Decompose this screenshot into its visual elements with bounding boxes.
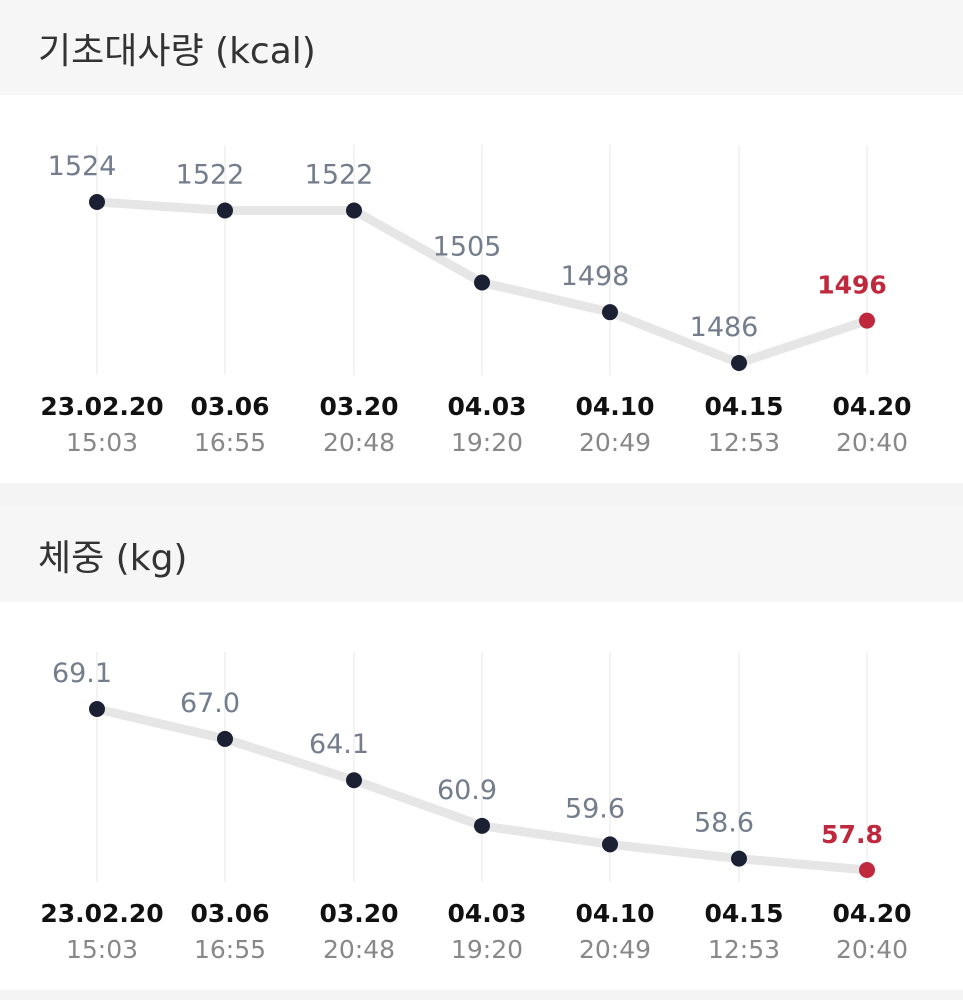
data-point — [346, 772, 362, 789]
value-label: 1524 — [48, 151, 117, 182]
data-point — [731, 850, 747, 867]
weight-section-title: 체중 (kg) — [0, 507, 963, 602]
data-point — [602, 836, 618, 853]
data-point — [217, 730, 233, 747]
data-point — [474, 274, 490, 291]
value-label: 59.6 — [565, 793, 625, 824]
x-time-label: 19:20 — [451, 935, 523, 964]
x-time-label: 15:03 — [66, 935, 138, 964]
weight-chart: 69.1 23.02.20 15:03 67.0 03.06 16:55 64.1 03.20… — [40, 652, 912, 964]
x-time-label: 20:49 — [579, 935, 651, 964]
x-date-label: 04.15 — [704, 392, 783, 421]
x-date-label: 04.15 — [704, 899, 783, 928]
x-time-label: 16:55 — [194, 935, 266, 964]
highlight-data-point — [859, 312, 875, 329]
x-time-label: 19:20 — [451, 428, 523, 457]
x-time-label: 16:55 — [194, 428, 266, 457]
x-time-label: 20:40 — [836, 428, 908, 457]
x-time-label: 20:48 — [323, 935, 395, 964]
value-label: 67.0 — [180, 688, 240, 719]
bmr-section: 기초대사량 (kcal) 1524 23.02.20 15:03 1522 03.06 1… — [0, 0, 963, 483]
data-point — [89, 194, 105, 210]
x-date-label: 03.06 — [190, 392, 269, 421]
x-time-label: 20:40 — [836, 935, 908, 964]
x-date-label: 04.10 — [575, 899, 654, 928]
x-date-label: 03.20 — [319, 899, 398, 928]
bottom-divider — [0, 990, 963, 998]
value-label: 1522 — [176, 159, 245, 190]
x-date-label: 23.02.20 — [40, 899, 163, 928]
bmr-chart: 1524 23.02.20 15:03 1522 03.06 16:55 1522 03.20… — [40, 145, 912, 457]
x-date-label: 03.20 — [319, 392, 398, 421]
value-label: 64.1 — [309, 729, 369, 760]
x-date-label: 03.06 — [190, 899, 269, 928]
data-point — [217, 202, 233, 219]
value-label: 69.1 — [52, 658, 112, 689]
highlight-value-label: 1496 — [817, 271, 887, 300]
data-point — [602, 304, 618, 321]
x-time-label: 12:53 — [708, 428, 780, 457]
highlight-value-label: 57.8 — [821, 820, 883, 849]
data-point — [731, 355, 747, 371]
data-point — [89, 701, 105, 717]
x-time-label: 15:03 — [66, 428, 138, 457]
value-label: 1498 — [561, 261, 630, 292]
x-date-label: 04.20 — [832, 899, 911, 928]
weight-section: 체중 (kg) 69.1 23.02.20 15:03 67.0 03.06 16:55 6… — [0, 507, 963, 990]
value-label: 1505 — [433, 232, 502, 263]
x-time-label: 12:53 — [708, 935, 780, 964]
weight-chart-card: 69.1 23.02.20 15:03 67.0 03.06 16:55 64.1 03.20… — [0, 602, 963, 990]
x-time-label: 20:48 — [323, 428, 395, 457]
x-date-label: 04.20 — [832, 392, 911, 421]
section-divider — [0, 483, 963, 507]
x-date-label: 23.02.20 — [40, 392, 163, 421]
x-date-label: 04.03 — [447, 392, 526, 421]
x-time-label: 20:49 — [579, 428, 651, 457]
bmr-chart-card: 1524 23.02.20 15:03 1522 03.06 16:55 1522 03.20… — [0, 95, 963, 483]
bmr-section-title: 기초대사량 (kcal) — [0, 0, 963, 95]
x-date-label: 04.03 — [447, 899, 526, 928]
highlight-data-point — [859, 862, 875, 878]
value-label: 1486 — [690, 312, 759, 343]
data-point — [474, 817, 490, 834]
x-date-label: 04.10 — [575, 392, 654, 421]
value-label: 1522 — [305, 159, 374, 190]
data-point — [346, 202, 362, 219]
value-label: 60.9 — [437, 775, 497, 806]
value-label: 58.6 — [694, 808, 754, 839]
